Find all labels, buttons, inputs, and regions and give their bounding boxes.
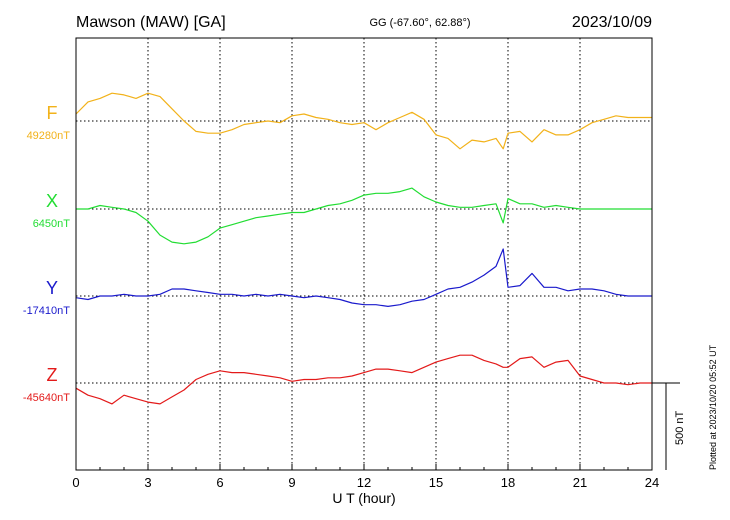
plotted-note: Plotted at 2023/10/20 05:52 UT: [708, 344, 718, 470]
x-tick-label: 3: [144, 475, 151, 490]
x-tick-label: 24: [645, 475, 659, 490]
x-tick-label: 6: [216, 475, 223, 490]
series-line-y: [75, 248, 652, 307]
series-name-x: X: [46, 191, 58, 211]
series-baseline-x: 6450nT: [33, 218, 71, 230]
x-tick-label: 0: [72, 475, 79, 490]
x-tick-layer: 0 3 6 9 12 15 18 21 24: [72, 464, 659, 490]
station-title: Mawson (MAW) [GA]: [76, 14, 226, 31]
series-layer: [75, 92, 652, 405]
series-line-f: [75, 92, 652, 150]
series-name-y: Y: [46, 278, 58, 298]
series-line-z: [75, 354, 652, 405]
x-tick-label: 12: [357, 475, 371, 490]
x-tick-label: 15: [429, 475, 443, 490]
scale-bar: 500 nT: [652, 382, 686, 470]
series-name-f: F: [47, 103, 58, 123]
series-baseline-z: -45640nT: [23, 392, 70, 404]
x-tick-label: 18: [501, 475, 515, 490]
label-layer: F 49280nT X 6450nT Y -17410nT Z -45640nT: [23, 103, 70, 404]
series-baseline-f: 49280nT: [27, 130, 71, 142]
scale-bar-label: 500 nT: [674, 410, 686, 445]
series-baseline-y: -17410nT: [23, 305, 70, 317]
chart-date: 2023/10/09: [572, 14, 652, 31]
station-coords: GG (-67.60°, 62.88°): [369, 17, 470, 29]
x-axis-label: U T (hour): [332, 490, 395, 506]
series-line-x: [76, 187, 652, 245]
x-tick-label: 21: [573, 475, 587, 490]
series-name-z: Z: [47, 365, 58, 385]
grid-layer: [76, 38, 652, 470]
x-tick-label: 9: [288, 475, 295, 490]
